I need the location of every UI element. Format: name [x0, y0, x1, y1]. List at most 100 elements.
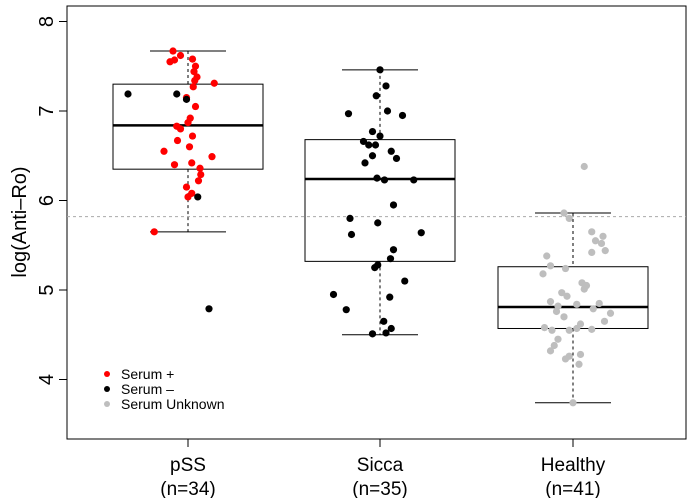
- legend-marker: [104, 371, 110, 377]
- category-label: Sicca: [357, 455, 404, 476]
- data-point: [197, 170, 205, 179]
- data-point: [182, 95, 191, 103]
- y-tick-label: 4: [36, 374, 58, 385]
- category-label: Healthy: [541, 455, 606, 476]
- data-point: [546, 262, 555, 270]
- data-point: [188, 132, 197, 140]
- data-point: [376, 132, 384, 140]
- data-point: [554, 335, 562, 343]
- data-point: [401, 277, 409, 285]
- data-point: [176, 125, 185, 133]
- data-point: [383, 107, 392, 115]
- data-point: [365, 141, 373, 149]
- data-point: [563, 292, 571, 300]
- data-point: [543, 252, 551, 260]
- data-point: [189, 83, 197, 91]
- data-point: [600, 317, 609, 325]
- data-point: [194, 177, 203, 185]
- data-point: [124, 90, 132, 98]
- data-point: [382, 82, 390, 90]
- data-point: [560, 209, 568, 217]
- legend-marker: [104, 386, 110, 392]
- data-point: [392, 154, 401, 163]
- data-point: [575, 360, 583, 368]
- data-point: [190, 68, 198, 76]
- data-point: [550, 341, 558, 350]
- data-point: [184, 193, 192, 201]
- data-point: [372, 92, 380, 100]
- category-count-label: (n=35): [352, 479, 407, 498]
- data-point: [176, 51, 185, 60]
- data-point: [548, 326, 556, 334]
- legend-marker: [104, 401, 110, 407]
- data-point: [588, 248, 596, 257]
- data-point: [573, 300, 581, 308]
- data-point: [361, 159, 369, 167]
- data-point: [371, 141, 380, 149]
- data-point: [389, 246, 398, 254]
- data-point: [374, 219, 382, 227]
- y-tick-label: 8: [36, 16, 58, 27]
- plot-frame: [66, 5, 687, 440]
- data-point: [373, 174, 381, 182]
- data-point: [560, 313, 568, 321]
- data-point: [371, 264, 379, 272]
- data-point: [561, 264, 570, 273]
- data-point: [346, 214, 354, 222]
- data-point: [599, 232, 607, 240]
- data-point: [359, 137, 368, 146]
- data-point: [342, 306, 350, 314]
- data-point: [160, 147, 168, 155]
- legend-label: Serum Unknown: [121, 396, 225, 412]
- data-point: [588, 228, 596, 236]
- data-point: [173, 136, 182, 145]
- data-point: [386, 293, 394, 301]
- data-point: [398, 111, 407, 120]
- data-point: [597, 239, 606, 248]
- data-point: [191, 76, 199, 85]
- box-iqr: [304, 139, 456, 262]
- data-point: [380, 317, 388, 325]
- data-point: [386, 255, 395, 263]
- data-point: [389, 201, 398, 209]
- y-axis: 4 5 6 7 8: [36, 16, 67, 385]
- data-point: [565, 326, 573, 334]
- data-point: [565, 214, 573, 222]
- data-point: [368, 127, 377, 136]
- box-iqr: [112, 83, 264, 170]
- data-point: [166, 58, 174, 66]
- data-point: [546, 347, 555, 355]
- data-point: [368, 152, 377, 160]
- legend-label: Serum –: [121, 381, 174, 397]
- data-point: [580, 285, 588, 293]
- data-point: [580, 162, 588, 171]
- data-point: [380, 176, 389, 184]
- data-point: [569, 399, 577, 407]
- data-point: [368, 330, 377, 338]
- data-point: [170, 161, 179, 169]
- data-point: [329, 290, 338, 299]
- data-point: [589, 305, 597, 313]
- data-point: [417, 229, 425, 237]
- data-point: [188, 55, 197, 63]
- data-point: [150, 228, 158, 236]
- legend-label: Serum +: [121, 366, 174, 382]
- data-point: [591, 237, 600, 245]
- data-point: [601, 247, 609, 255]
- y-tick-label: 5: [36, 284, 58, 295]
- data-point: [387, 147, 395, 155]
- point-group: [124, 47, 615, 407]
- legend: Serum +Serum –Serum Unknown: [104, 366, 225, 412]
- data-point: [185, 143, 194, 151]
- data-point: [552, 307, 561, 316]
- data-point: [410, 176, 418, 184]
- data-point: [382, 329, 390, 337]
- data-point: [191, 102, 200, 111]
- data-point: [576, 350, 585, 359]
- data-point: [573, 324, 581, 333]
- category-count-label: (n=41): [545, 479, 600, 498]
- data-point: [208, 153, 216, 161]
- data-point: [606, 309, 615, 317]
- data-point: [540, 323, 549, 332]
- data-point: [595, 299, 603, 308]
